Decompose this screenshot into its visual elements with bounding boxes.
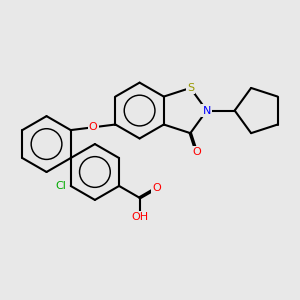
Text: OH: OH bbox=[131, 212, 148, 222]
Text: Cl: Cl bbox=[56, 181, 66, 191]
Text: O: O bbox=[192, 147, 201, 157]
Text: S: S bbox=[187, 83, 194, 93]
Text: O: O bbox=[89, 122, 98, 132]
Text: O: O bbox=[152, 183, 161, 193]
Text: N: N bbox=[202, 106, 211, 116]
